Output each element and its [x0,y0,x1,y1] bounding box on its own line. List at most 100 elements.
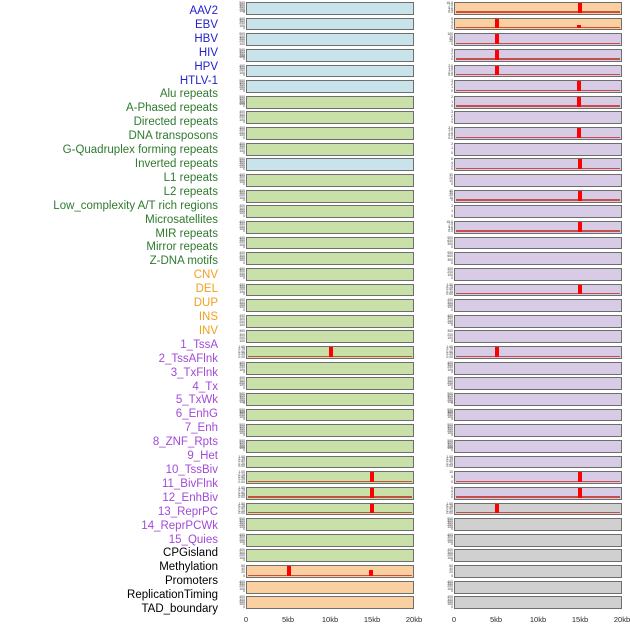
y-tick-group: 500 400 300 200 100 0 [226,423,245,437]
track-right-hiv[interactable] [454,48,622,62]
track-right-microsatellites[interactable] [454,236,622,250]
track-left-l2-repeats[interactable] [246,205,414,219]
y-tick-label: 0 [243,166,245,171]
track-right-dup[interactable] [454,330,622,344]
y-tick-label: 300 [239,128,245,133]
track-left-aav2[interactable] [246,2,414,15]
track-left-8-znf-rpts[interactable] [246,486,414,500]
track-right-6-enhg[interactable] [454,455,622,469]
y-tick-label: 7.5 [448,222,453,227]
track-left-12-enhbiv[interactable] [246,549,414,563]
track-label-cpgisland: CPGisland [163,547,218,560]
track-right-13-reprpc[interactable] [454,565,622,578]
track-left-g-quadruplex-forming-repeats[interactable] [246,158,414,172]
track-right-z-dna-motifs[interactable] [454,283,622,297]
track-left-inverted-repeats[interactable] [246,174,414,187]
track-left-alu-repeats[interactable] [246,95,414,109]
track-left-5-txwk[interactable] [246,439,414,453]
track-left-del[interactable] [246,314,414,328]
track-left-9-het[interactable] [246,502,414,516]
y-tick-label: 20 [449,176,453,181]
track-left-10-tssbiv[interactable] [246,518,414,531]
track-right-alu-repeats[interactable] [454,95,622,109]
track-left-htlv-1[interactable] [246,80,414,94]
y-tick-label: 200 [447,332,453,337]
y-tick-group: 400 300 200 100 0 [428,314,453,328]
track-right-8-znf-rpts[interactable] [454,486,622,500]
track-right-dna-transposons[interactable] [454,142,622,156]
track-left-a-phased-repeats[interactable] [246,111,414,125]
track-left-14-reprpcwk[interactable] [246,580,414,594]
track-right-l1-repeats[interactable] [454,189,622,203]
track-right-hbv[interactable] [454,33,622,47]
y-tick-group: 1.00 0.75 0.50 0.25 0.00 [428,283,453,297]
track-right-7-enh[interactable] [454,471,622,485]
track-right-inv[interactable] [454,361,622,375]
track-left-mir-repeats[interactable] [246,252,414,266]
track-left-hbv[interactable] [246,33,414,47]
track-right-a-phased-repeats[interactable] [454,111,622,125]
track-left-inv[interactable] [246,361,414,375]
track-left-7-enh[interactable] [246,471,414,485]
track-right-15-quies[interactable] [454,596,622,610]
y-tick-label: 0 [243,151,245,156]
track-left-2-tssaflnk[interactable] [246,393,414,406]
track-left-l1-repeats[interactable] [246,189,414,203]
track-right-directed-repeats[interactable] [454,127,622,140]
track-right-9-het[interactable] [454,502,622,516]
track-left-6-enhg[interactable] [246,455,414,469]
track-right-l2-repeats[interactable] [454,205,622,219]
track-left-11-bivflnk[interactable] [246,533,414,547]
y-tick-label: 30 [449,173,453,178]
y-tick-label: 200 [447,584,453,589]
track-left-low-complexity-a-t-rich-regions[interactable] [246,220,414,234]
track-right-12-enhbiv[interactable] [454,549,622,563]
track-left-directed-repeats[interactable] [246,127,414,140]
track-left-dna-transposons[interactable] [246,142,414,156]
track-left-ins[interactable] [246,346,414,359]
track-left-z-dna-motifs[interactable] [246,283,414,297]
track-left-ebv[interactable] [246,17,414,31]
track-left-mirror-repeats[interactable] [246,267,414,281]
y-tick-group: 30 20 10 0 [428,173,453,187]
track-right-10-tssbiv[interactable] [454,518,622,531]
y-tick-label: 200 [239,6,245,11]
y-tick-label: 200 [239,115,245,120]
track-right-ebv[interactable] [454,17,622,31]
track-right-14-reprpcwk[interactable] [454,580,622,594]
track-right-htlv-1[interactable] [454,80,622,94]
track-left-microsatellites[interactable] [246,236,414,250]
track-left-3-txflnk[interactable] [246,408,414,422]
track-left-15-quies[interactable] [246,596,414,610]
track-right-4-tx[interactable] [454,424,622,438]
track-right-hpv[interactable] [454,64,622,78]
y-tick-label: 0 [451,417,453,422]
y-tick-label: 500 [239,32,245,37]
track-right-mirror-repeats[interactable] [454,267,622,281]
track-right-1-tssa[interactable] [454,377,622,391]
y-tick-label: 500 [239,1,245,5]
y-tick-label: 1.5 [448,65,453,70]
track-left-cnv[interactable] [246,299,414,312]
y-tick-label: 200 [239,302,245,307]
track-right-inverted-repeats[interactable] [454,174,622,187]
track-left-13-reprpc[interactable] [246,565,414,578]
track-left-hpv[interactable] [246,64,414,78]
track-right-cnv[interactable] [454,299,622,312]
track-right-del[interactable] [454,314,622,328]
track-right-2-tssaflnk[interactable] [454,393,622,406]
track-left-hiv[interactable] [246,48,414,62]
track-right-ins[interactable] [454,346,622,359]
y-tick-label: 25 [449,39,453,44]
track-right-aav2[interactable] [454,2,622,15]
track-left-dup[interactable] [246,330,414,344]
track-right-low-complexity-a-t-rich-regions[interactable] [454,220,622,234]
track-left-4-tx[interactable] [246,424,414,438]
track-left-1-tssa[interactable] [246,377,414,391]
track-right-11-bivflnk[interactable] [454,533,622,547]
track-right-3-txflnk[interactable] [454,408,622,422]
track-right-mir-repeats[interactable] [454,252,622,266]
track-right-5-txwk[interactable] [454,439,622,453]
track-right-g-quadruplex-forming-repeats[interactable] [454,158,622,172]
